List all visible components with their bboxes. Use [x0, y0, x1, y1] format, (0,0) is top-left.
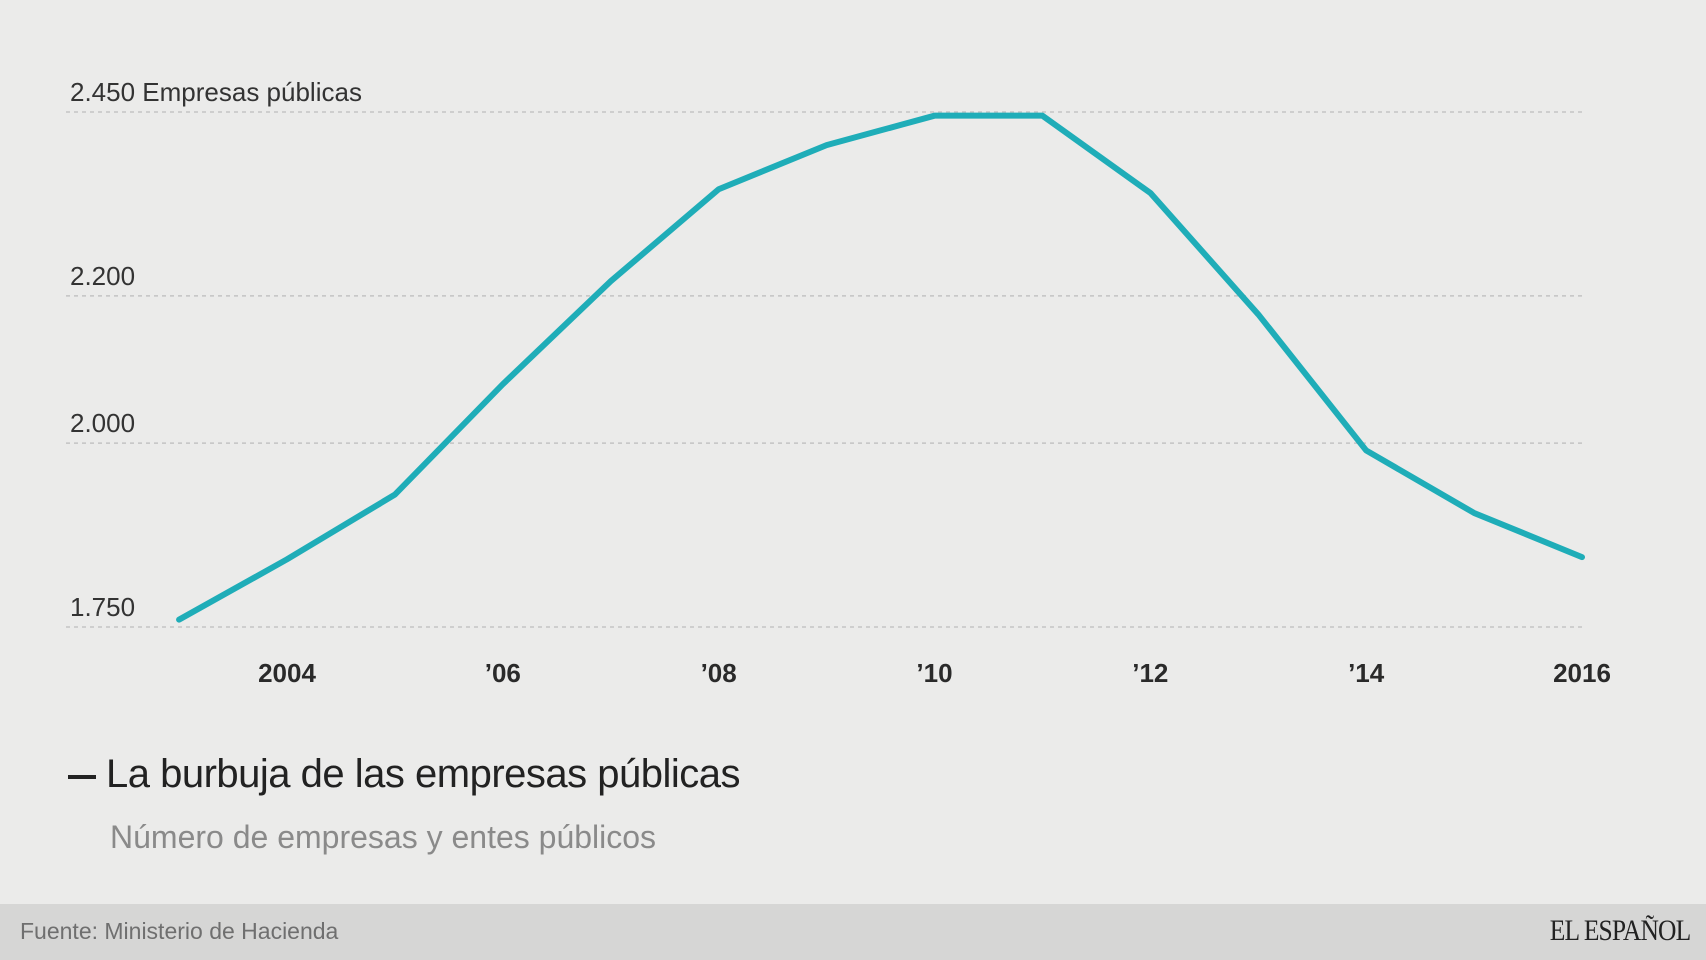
y-tick-label: 2.200	[70, 261, 135, 291]
legend-line-marker	[68, 774, 96, 779]
y-tick-label: 2.450 Empresas públicas	[70, 77, 362, 107]
el-espanol-logo: EL ESPAÑOL	[1549, 914, 1690, 947]
x-tick-label: ’06	[485, 658, 521, 688]
x-tick-label: ’12	[1132, 658, 1168, 688]
series-layer	[176, 112, 1585, 623]
legend-row: La burbuja de las empresas públicas	[68, 752, 741, 797]
x-tick-label: ’08	[701, 658, 737, 688]
x-tick-label: 2016	[1553, 658, 1611, 688]
x-tick-label: ’10	[916, 658, 952, 688]
x-tick-label: 2004	[258, 658, 316, 688]
chart-title: La burbuja de las empresas públicas	[106, 752, 741, 796]
y-tick-label: 1.750	[70, 592, 135, 622]
y-tick-label: 2.000	[70, 408, 135, 438]
chart-subtitle: Número de empresas y entes públicos	[110, 819, 657, 855]
source-note: Fuente: Ministerio de Hacienda	[20, 918, 339, 944]
series-line-0	[176, 112, 1585, 623]
line-chart: 1.750 2.000 2.200 2.450 Empresas públicas 2…	[66, 77, 1611, 688]
y-axis-ticks: 1.750 2.000 2.200 2.450 Empresas públicas	[70, 77, 362, 622]
grid-lines	[66, 111, 1582, 628]
x-tick-label: ’14	[1348, 658, 1385, 688]
footer-bar: Fuente: Ministerio de Hacienda EL ESPAÑO…	[0, 904, 1706, 960]
chart-title-block: La burbuja de las empresas públicas Núme…	[68, 752, 741, 856]
x-axis-ticks: 2004 ’06 ’08 ’10 ’12 ’14 2016	[258, 658, 1611, 688]
